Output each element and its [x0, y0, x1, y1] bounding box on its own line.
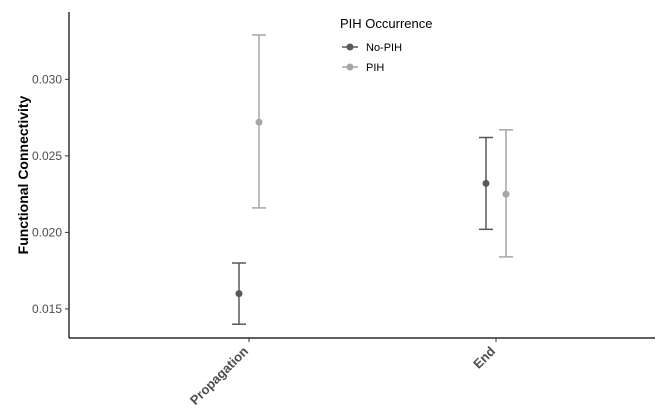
legend-label: PIH: [366, 62, 384, 74]
x-tick-label: Propagation: [187, 343, 251, 407]
legend: PIH Occurrence No-PIH PIH: [340, 16, 432, 74]
legend-items: No-PIH PIH: [342, 42, 402, 74]
data-marks: [232, 34, 513, 325]
legend-label: No-PIH: [366, 42, 402, 54]
legend-key-point: [346, 43, 354, 51]
legend-item: No-PIH: [342, 42, 402, 54]
y-tick-label: 0.025: [32, 149, 62, 163]
y-tick-label: 0.030: [32, 72, 62, 86]
y-axis-title: Functional Connectivity: [15, 95, 31, 254]
x-tick-label: End: [470, 343, 498, 371]
legend-title: PIH Occurrence: [340, 16, 432, 31]
data-point: [235, 290, 243, 298]
y-tick-label: 0.020: [32, 225, 62, 239]
y-ticks: 0.015 0.020 0.025 0.030: [32, 72, 69, 316]
y-tick-label: 0.015: [32, 302, 62, 316]
data-point: [255, 118, 263, 126]
x-ticks: Propagation End: [187, 338, 498, 408]
legend-key-point: [346, 63, 354, 71]
data-point: [502, 190, 510, 198]
legend-item: PIH: [342, 62, 384, 74]
data-point: [482, 179, 490, 187]
